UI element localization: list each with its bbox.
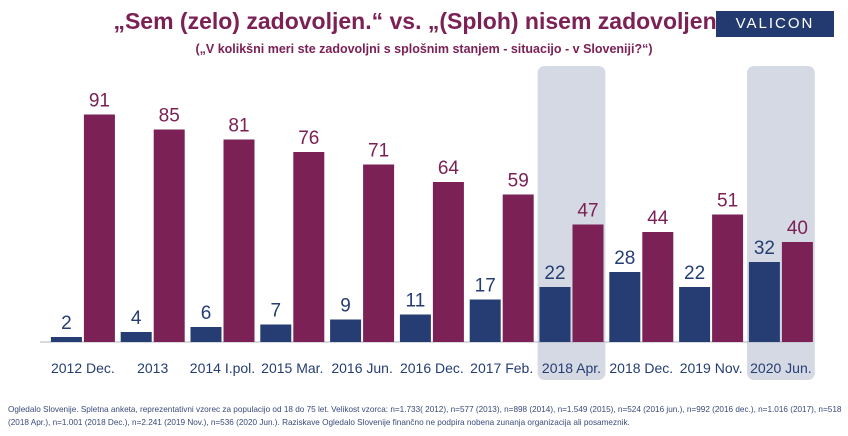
data-label-satisfied: 22 bbox=[544, 263, 565, 284]
bar-satisfied bbox=[748, 262, 780, 342]
bar-dissatisfied bbox=[293, 152, 325, 342]
data-label-satisfied: 11 bbox=[406, 291, 426, 312]
data-label-dissatisfied: 59 bbox=[508, 171, 529, 192]
x-tick-label: 2013 bbox=[137, 360, 168, 376]
x-tick-label: 2014 I.pol. bbox=[190, 360, 255, 376]
data-label-satisfied: 28 bbox=[614, 248, 635, 269]
data-label-dissatisfied: 85 bbox=[159, 106, 180, 127]
chart-subtitle: („V kolikšni meri ste zadovoljni s sploš… bbox=[195, 42, 653, 56]
data-label-dissatisfied: 44 bbox=[647, 208, 669, 229]
data-label-satisfied: 22 bbox=[684, 263, 705, 284]
bar-dissatisfied bbox=[83, 114, 115, 342]
data-label-dissatisfied: 81 bbox=[228, 116, 249, 137]
bar-dissatisfied bbox=[363, 164, 395, 342]
bar-satisfied bbox=[469, 299, 501, 342]
data-label-dissatisfied: 71 bbox=[368, 141, 389, 162]
valicon-logo: VALICON bbox=[716, 11, 834, 37]
bar-dissatisfied bbox=[223, 139, 255, 342]
bar-satisfied bbox=[330, 319, 362, 342]
data-label-satisfied: 2 bbox=[61, 313, 72, 334]
data-label-satisfied: 9 bbox=[340, 296, 351, 317]
x-tick-label: 2016 Jun. bbox=[331, 360, 393, 376]
data-label-satisfied: 6 bbox=[201, 303, 212, 324]
bar-satisfied bbox=[50, 337, 82, 342]
bar-dissatisfied bbox=[642, 232, 674, 342]
x-tick-label: 2016 Dec. bbox=[400, 360, 464, 376]
x-tick-label: 2018 Dec. bbox=[609, 360, 673, 376]
data-label-satisfied: 32 bbox=[754, 238, 775, 259]
data-label-satisfied: 4 bbox=[131, 308, 142, 329]
x-tick-label: 2019 Nov. bbox=[680, 360, 743, 376]
bar-satisfied bbox=[679, 287, 711, 342]
footnote: Ogledalo Slovenije. Spletna anketa, repr… bbox=[8, 405, 842, 427]
data-label-dissatisfied: 51 bbox=[717, 191, 738, 212]
bar-satisfied bbox=[539, 287, 571, 342]
data-label-dissatisfied: 40 bbox=[787, 218, 808, 239]
bar-dissatisfied bbox=[153, 129, 185, 342]
data-label-dissatisfied: 47 bbox=[577, 201, 598, 222]
x-tick-label: 2017 Feb. bbox=[470, 360, 533, 376]
data-label-dissatisfied: 76 bbox=[298, 128, 319, 149]
data-label-dissatisfied: 91 bbox=[89, 91, 110, 112]
data-label-satisfied: 7 bbox=[271, 301, 282, 322]
data-label-satisfied: 17 bbox=[475, 276, 496, 297]
bar-dissatisfied bbox=[712, 214, 744, 342]
bar-dissatisfied bbox=[502, 194, 534, 342]
bar-satisfied bbox=[120, 332, 152, 342]
bar-satisfied bbox=[609, 272, 641, 342]
data-label-dissatisfied: 64 bbox=[438, 158, 460, 179]
bar-dissatisfied bbox=[781, 242, 813, 342]
x-tick-label: 2015 Mar. bbox=[261, 360, 323, 376]
bar-dissatisfied bbox=[572, 224, 604, 342]
x-tick-label: 2020 Jun. bbox=[750, 360, 812, 376]
bar-satisfied bbox=[190, 327, 222, 342]
bar-dissatisfied bbox=[432, 182, 464, 342]
x-tick-label: 2018 Apr. bbox=[542, 360, 601, 376]
bar-satisfied bbox=[260, 324, 292, 342]
bar-satisfied bbox=[399, 314, 431, 342]
x-tick-label: 2012 Dec. bbox=[51, 360, 115, 376]
chart-title: „Sem (zelo) zadovoljen.“ vs. „(Sploh) ni… bbox=[113, 8, 735, 34]
